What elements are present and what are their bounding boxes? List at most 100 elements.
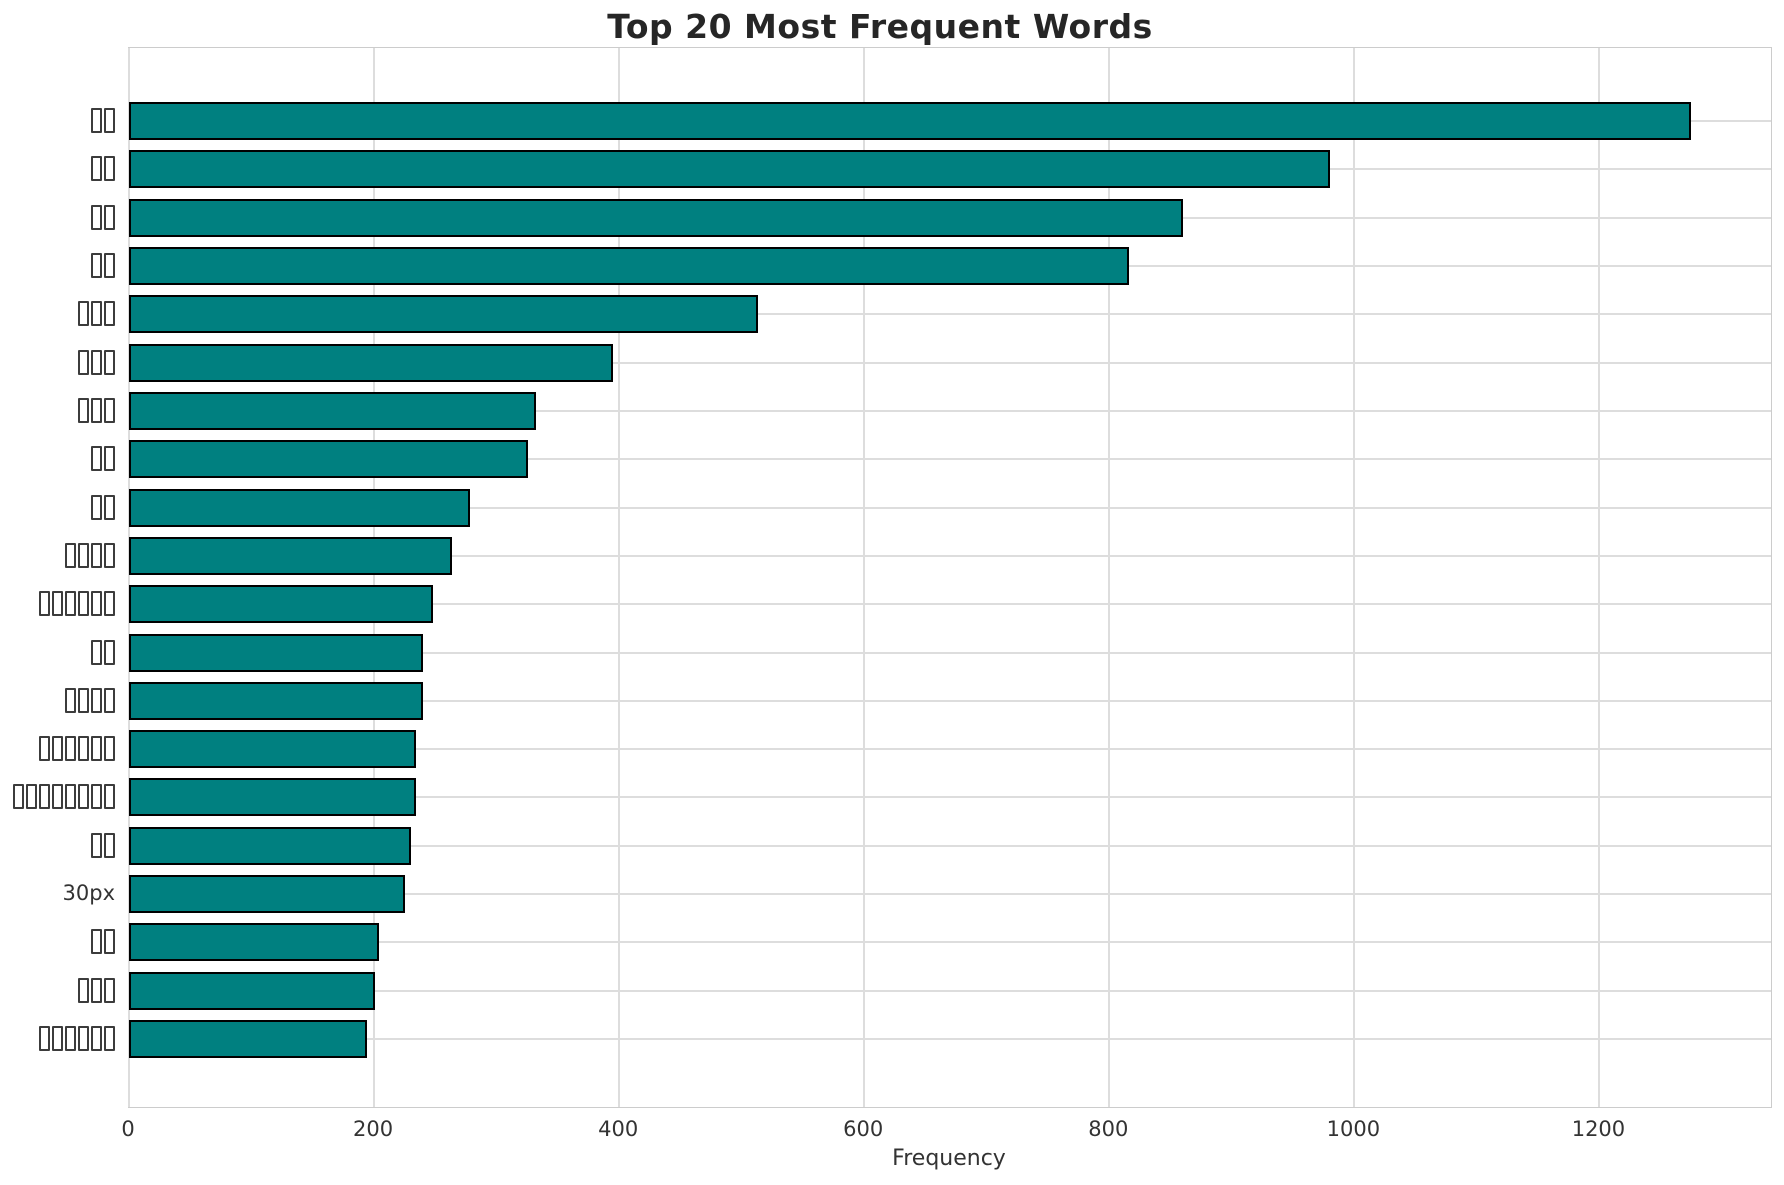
- y-tick-label: [0, 154, 115, 182]
- missing-glyph-tofu-icon: [78, 591, 89, 617]
- bar: [129, 971, 376, 1010]
- missing-glyph-tofu-icon: [91, 736, 102, 762]
- x-tick-label: 1200: [1571, 1117, 1626, 1141]
- gridline-horizontal: [129, 699, 1771, 702]
- gridline-vertical: [863, 48, 866, 1107]
- missing-glyph-tofu-icon: [104, 349, 115, 375]
- gridline-horizontal: [129, 796, 1771, 799]
- x-tick-label: 800: [1088, 1117, 1129, 1141]
- y-tick-label: [0, 106, 115, 134]
- x-tick-label: 600: [843, 1117, 884, 1141]
- bar: [129, 826, 411, 865]
- bar: [129, 343, 614, 382]
- missing-glyph-tofu-icon: [104, 252, 115, 278]
- missing-glyph-tofu-icon: [91, 349, 102, 375]
- y-tick-label: [0, 444, 115, 472]
- bar: [129, 246, 1129, 285]
- y-tick-label-text: 30px: [62, 881, 115, 906]
- missing-glyph-tofu-icon: [104, 736, 115, 762]
- missing-glyph-tofu-icon: [52, 736, 63, 762]
- gridline-vertical: [1598, 48, 1601, 1107]
- missing-glyph-tofu-icon: [91, 784, 102, 810]
- missing-glyph-tofu-icon: [78, 687, 89, 713]
- missing-glyph-tofu-icon: [78, 397, 89, 423]
- gridline-horizontal: [129, 651, 1771, 654]
- missing-glyph-tofu-icon: [104, 301, 115, 327]
- x-tick-label: 1000: [1326, 1117, 1381, 1141]
- missing-glyph-tofu-icon: [91, 687, 102, 713]
- bar: [129, 875, 405, 914]
- missing-glyph-tofu-icon: [39, 784, 50, 810]
- y-tick-label: [0, 686, 115, 714]
- missing-glyph-tofu-icon: [39, 1026, 50, 1052]
- gridline-horizontal: [129, 458, 1771, 461]
- bar: [129, 536, 453, 575]
- gridline-horizontal: [129, 893, 1771, 896]
- gridline-vertical: [373, 48, 376, 1107]
- gridline-horizontal: [129, 1038, 1771, 1041]
- gridline-horizontal: [129, 554, 1771, 557]
- missing-glyph-tofu-icon: [91, 397, 102, 423]
- missing-glyph-tofu-icon: [104, 784, 115, 810]
- missing-glyph-tofu-icon: [52, 784, 63, 810]
- y-tick-label: [0, 927, 115, 955]
- missing-glyph-tofu-icon: [91, 542, 102, 568]
- bar: [129, 1020, 367, 1059]
- bar: [129, 633, 424, 672]
- y-tick-label: [0, 299, 115, 327]
- y-tick-label: [0, 976, 115, 1004]
- missing-glyph-tofu-icon: [26, 784, 37, 810]
- missing-glyph-tofu-icon: [91, 494, 102, 520]
- missing-glyph-tofu-icon: [104, 591, 115, 617]
- bar: [129, 730, 416, 769]
- missing-glyph-tofu-icon: [78, 1026, 89, 1052]
- chart-title: Top 20 Most Frequent Words: [607, 7, 1153, 46]
- missing-glyph-tofu-icon: [104, 397, 115, 423]
- missing-glyph-tofu-icon: [13, 784, 24, 810]
- y-tick-label: [0, 589, 115, 617]
- y-tick-label: [0, 348, 115, 376]
- missing-glyph-tofu-icon: [65, 591, 76, 617]
- bar: [129, 488, 470, 527]
- bar: [129, 102, 1692, 140]
- missing-glyph-tofu-icon: [65, 784, 76, 810]
- x-tick-label: 0: [121, 1117, 135, 1141]
- missing-glyph-tofu-icon: [91, 977, 102, 1003]
- missing-glyph-tofu-icon: [91, 591, 102, 617]
- gridline-horizontal: [129, 361, 1771, 364]
- missing-glyph-tofu-icon: [65, 736, 76, 762]
- missing-glyph-tofu-icon: [91, 832, 102, 858]
- missing-glyph-tofu-icon: [78, 301, 89, 327]
- gridline-horizontal: [129, 506, 1771, 509]
- missing-glyph-tofu-icon: [104, 1026, 115, 1052]
- missing-glyph-tofu-icon: [91, 639, 102, 665]
- y-tick-label: [0, 251, 115, 279]
- missing-glyph-tofu-icon: [39, 591, 50, 617]
- y-tick-label: [0, 782, 115, 810]
- missing-glyph-tofu-icon: [104, 639, 115, 665]
- bar: [129, 295, 758, 334]
- bar: [129, 391, 536, 430]
- gridline-vertical: [128, 48, 130, 1107]
- missing-glyph-tofu-icon: [91, 204, 102, 230]
- missing-glyph-tofu-icon: [78, 349, 89, 375]
- bar: [129, 150, 1330, 189]
- bar: [129, 440, 529, 479]
- y-tick-label: [0, 734, 115, 762]
- x-tick-label: 200: [353, 1117, 394, 1141]
- missing-glyph-tofu-icon: [91, 301, 102, 327]
- missing-glyph-tofu-icon: [104, 494, 115, 520]
- bar: [129, 923, 379, 962]
- gridline-horizontal: [129, 313, 1771, 316]
- missing-glyph-tofu-icon: [104, 446, 115, 472]
- y-tick-label: 30px: [0, 879, 115, 907]
- gridline-vertical: [618, 48, 621, 1107]
- y-tick-label: [0, 396, 115, 424]
- missing-glyph-tofu-icon: [91, 446, 102, 472]
- y-tick-label: [0, 493, 115, 521]
- missing-glyph-tofu-icon: [78, 736, 89, 762]
- missing-glyph-tofu-icon: [104, 832, 115, 858]
- missing-glyph-tofu-icon: [91, 1026, 102, 1052]
- plot-area: [128, 47, 1772, 1108]
- y-tick-label: [0, 541, 115, 569]
